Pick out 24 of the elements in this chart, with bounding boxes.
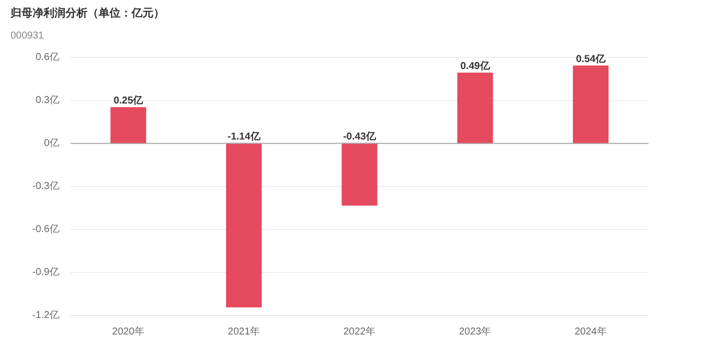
y-tick-label: -0.9亿 — [32, 266, 60, 278]
y-tick-label: -0.3亿 — [32, 180, 60, 192]
x-tick-label: 2023年 — [458, 326, 492, 338]
bar — [342, 142, 378, 206]
x-tick-label: 2021年 — [228, 326, 260, 338]
y-tick-label: 0.6亿 — [36, 52, 60, 63]
data-label: -1.14亿 — [228, 130, 262, 142]
bar — [110, 107, 146, 144]
y-tick-label: -1.2亿 — [32, 310, 60, 321]
data-label: 0.25亿 — [114, 94, 144, 107]
y-tick-label: 0.3亿 — [36, 94, 60, 106]
bar — [226, 142, 262, 308]
chart-title: 归母净利润分析（单位：亿元） — [10, 6, 164, 20]
bar — [457, 72, 493, 144]
chart-subtitle: 000931 — [10, 30, 44, 42]
bar — [572, 66, 609, 144]
x-tick-label: 2020年 — [112, 326, 144, 338]
x-tick-label: 2022年 — [343, 326, 376, 338]
y-tick-label: -0.6亿 — [32, 224, 60, 235]
y-tick-label: 0亿 — [44, 138, 60, 149]
data-label: -0.43亿 — [343, 130, 377, 142]
data-label: 0.49亿 — [460, 60, 491, 72]
data-label: 0.54亿 — [576, 53, 606, 65]
x-tick-label: 2024年 — [574, 326, 607, 338]
